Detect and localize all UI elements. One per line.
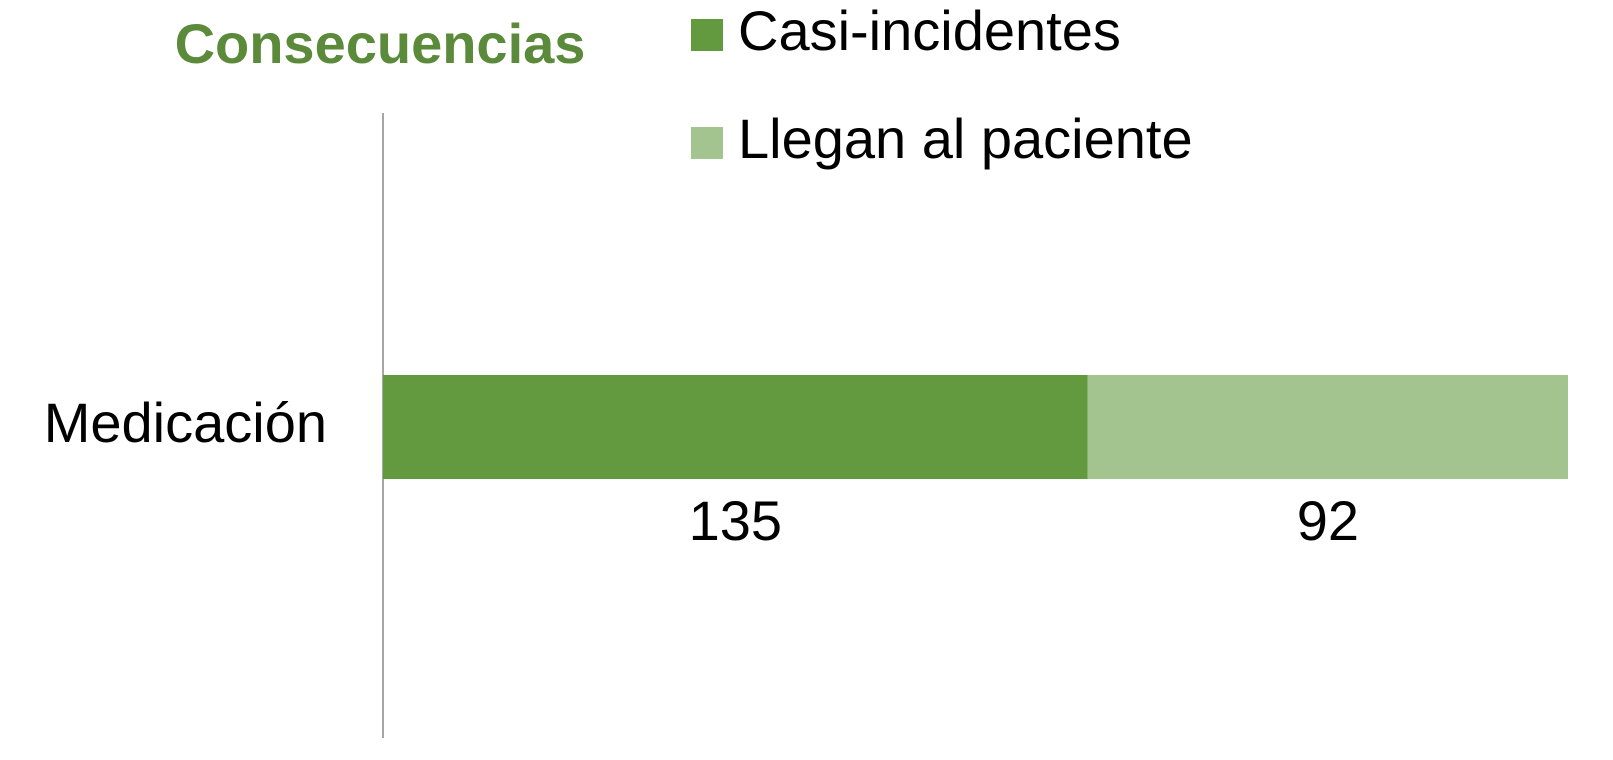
legend-label: Casi-incidentes <box>738 0 1121 62</box>
y-tick-label: Medicación <box>44 391 327 454</box>
bar-segment <box>383 375 1088 479</box>
chart-title: Consecuencias <box>175 12 586 75</box>
legend-swatch <box>691 19 723 51</box>
legend-label: Llegan al paciente <box>738 107 1193 170</box>
data-label: 135 <box>689 489 782 552</box>
data-label: 92 <box>1297 489 1359 552</box>
bar-segment <box>1087 375 1568 479</box>
legend-swatch <box>691 127 723 159</box>
